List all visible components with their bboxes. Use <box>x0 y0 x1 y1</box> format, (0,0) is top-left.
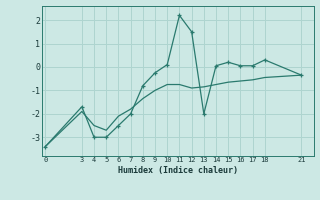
X-axis label: Humidex (Indice chaleur): Humidex (Indice chaleur) <box>118 166 237 175</box>
